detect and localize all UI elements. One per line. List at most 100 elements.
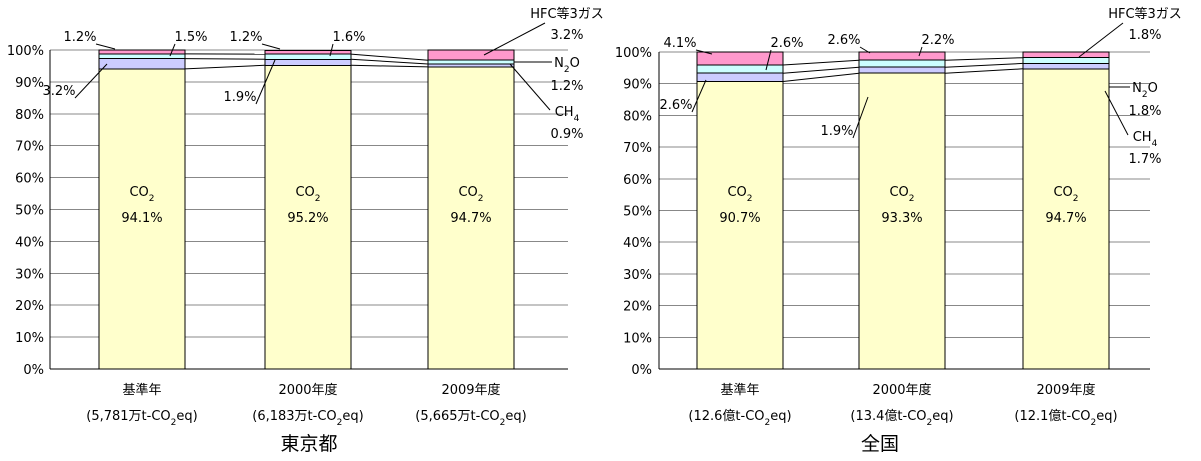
y-tick-label: 50%: [623, 205, 652, 220]
y-tick-label: 80%: [623, 109, 652, 124]
y-tick-label: 20%: [15, 299, 44, 314]
bar-segment-ch4-2: [264, 58, 352, 66]
segment-value-label: 3.2%: [42, 84, 75, 99]
category-total-note: (6,183万t-CO2eq): [252, 409, 363, 428]
bar-value-label: 94.7%: [1045, 211, 1086, 226]
panel-title: 東京都: [280, 433, 337, 455]
leader-line: [852, 96, 869, 139]
bar-segment-co2-2: [858, 72, 946, 370]
y-tick-label: 30%: [15, 267, 44, 282]
bar-inner-series-label: CO2: [1053, 185, 1078, 204]
series-connector-line: [782, 66, 860, 74]
segment-value-label: 1.2%: [550, 79, 583, 94]
segment-value-label: 2.6%: [770, 36, 803, 51]
category-label: 2009年度: [1036, 382, 1095, 398]
chart-panel-1: 0% 10% 20% 30% 40% 50% 60% 70% 80% 90% 100% 基準年 (5,7…: [7, 6, 604, 455]
leader-line: [695, 49, 713, 55]
series-connector-line: [782, 59, 860, 66]
bar-segment-hfc3-3: [427, 49, 515, 61]
category-total-note: (12.1億t-CO2eq): [1014, 408, 1117, 428]
leader-line: [74, 63, 108, 99]
series-name-label: N2O: [554, 56, 580, 75]
bar-segment-n2o-1: [696, 64, 784, 74]
series-name-label: CH4: [1133, 130, 1158, 149]
series-connector-line: [350, 58, 429, 65]
y-tick-label: 60%: [15, 172, 44, 187]
bar-segment-co2-3: [1022, 68, 1110, 370]
series-connector-line: [184, 64, 266, 70]
y-tick-label: 100%: [615, 46, 652, 61]
category-label: 基準年: [720, 382, 759, 398]
y-tick-label: 0%: [23, 363, 44, 378]
leader-line: [859, 46, 871, 54]
y-tick-label: 30%: [623, 268, 652, 283]
bar-value-label: 94.1%: [121, 211, 162, 226]
leader-line: [1078, 22, 1124, 58]
bar-inner-series-label: CO2: [295, 185, 320, 204]
segment-value-label: 2.6%: [659, 98, 692, 113]
bar-segment-hfc3-2: [858, 51, 946, 61]
series-connector-line: [350, 64, 429, 68]
leader-line: [329, 43, 334, 57]
y-tick-label: 0%: [631, 363, 652, 378]
leader-line: [169, 43, 176, 57]
bar-value-label: 94.7%: [450, 211, 491, 226]
category-label: 基準年: [122, 382, 161, 398]
bar-segment-ch4-3: [1022, 62, 1110, 70]
y-tick-label: 90%: [623, 78, 652, 93]
y-tick-label: 70%: [623, 141, 652, 156]
series-connector-line: [782, 72, 860, 82]
bar-segment-co2-3: [427, 66, 515, 370]
series-connector-line: [944, 57, 1024, 61]
segment-value-label: 1.5%: [174, 30, 207, 45]
bar-segment-co2-2: [264, 64, 352, 370]
bar-value-label: 90.7%: [719, 211, 760, 226]
bar-segment-n2o-3: [427, 59, 515, 65]
chart-panel-2: 0% 10% 20% 30% 40% 50% 60% 70% 80% 90% 100% 基準年 (12.…: [615, 6, 1182, 455]
bar-segment-hfc3-1: [98, 49, 186, 55]
segment-value-label: 1.8%: [1128, 28, 1161, 43]
segment-value-label: 3.2%: [550, 28, 583, 43]
bar-segment-co2-1: [696, 80, 784, 370]
bar-segment-n2o-1: [98, 53, 186, 60]
bar-inner-series-label: CO2: [727, 185, 752, 204]
bar-inner-series-label: CO2: [458, 185, 483, 204]
y-tick-label: 40%: [15, 235, 44, 250]
y-tick-label: 50%: [15, 204, 44, 219]
category-total-note: (13.4億t-CO2eq): [850, 408, 953, 428]
series-name-label: HFC等3ガス: [1108, 6, 1182, 22]
bar-value-label: 93.3%: [881, 211, 922, 226]
series-connector-line: [944, 62, 1024, 68]
leader-line: [1104, 90, 1129, 136]
bar-segment-ch4-1: [696, 72, 784, 82]
category-total-note: (12.6億t-CO2eq): [688, 408, 791, 428]
bar-value-label: 95.2%: [287, 211, 328, 226]
y-tick-label: 70%: [15, 140, 44, 155]
leader-line: [255, 59, 276, 105]
segment-value-label: 2.6%: [827, 33, 860, 48]
series-connector-line: [350, 53, 429, 61]
y-tick-label: 10%: [15, 331, 44, 346]
y-tick-label: 20%: [623, 300, 652, 315]
bar-segment-n2o-3: [1022, 57, 1110, 64]
bar-segment-n2o-2: [264, 53, 352, 60]
y-tick-label: 40%: [623, 236, 652, 251]
leader-line: [765, 49, 772, 71]
category-label: 2009年度: [441, 382, 500, 398]
leader-line: [918, 46, 923, 57]
leader-line: [509, 63, 551, 111]
segment-value-label: 1.2%: [63, 30, 96, 45]
segment-value-label: 1.8%: [1128, 104, 1161, 119]
segment-value-label: 1.7%: [1128, 152, 1161, 167]
bar-segment-ch4-1: [98, 58, 186, 70]
y-tick-label: 90%: [15, 76, 44, 91]
bar-segment-n2o-2: [858, 59, 946, 68]
leader-line: [483, 22, 546, 56]
bar-segment-ch4-2: [858, 66, 946, 74]
leader-line: [261, 43, 281, 50]
segment-value-label: 1.9%: [223, 90, 256, 105]
series-name-label: CH4: [555, 105, 580, 124]
series-name-label: HFC等3ガス: [530, 6, 604, 22]
